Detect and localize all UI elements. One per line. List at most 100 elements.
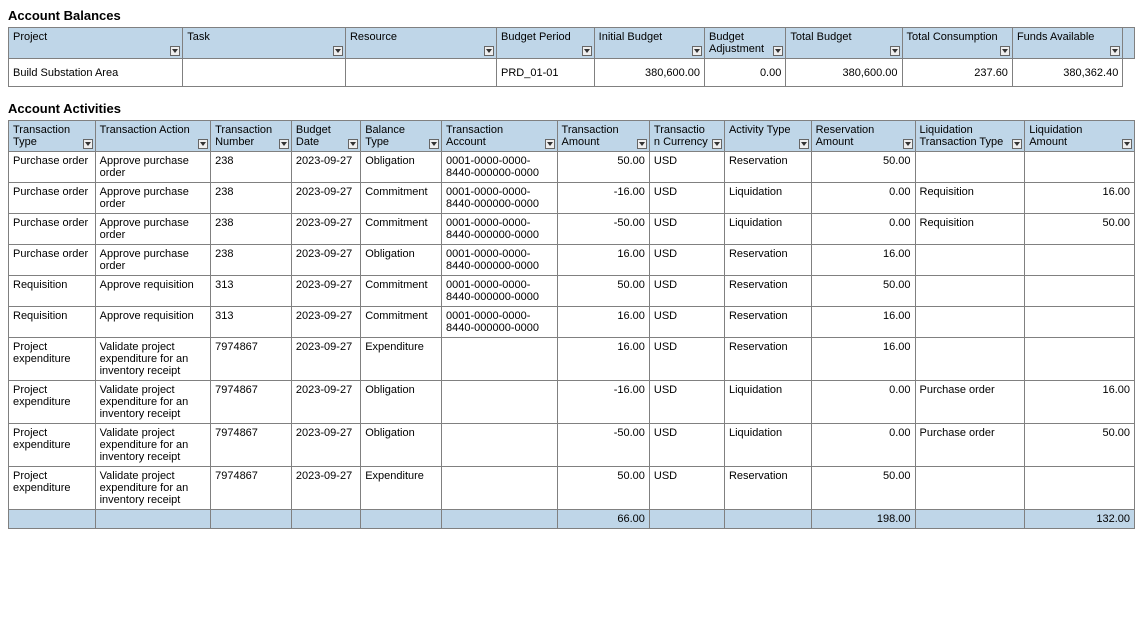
cell-balance-type: Expenditure [361, 338, 442, 381]
cell-total-budget: 380,600.00 [786, 59, 902, 87]
col-initial-budget-label: Initial Budget [599, 31, 663, 43]
col-total-consumption[interactable]: Total Consumption [902, 28, 1012, 59]
col-txn-number[interactable]: Transaction Number [211, 121, 292, 152]
col-budget-adjustment[interactable]: Budget Adjustment [705, 28, 786, 59]
chevron-down-icon[interactable] [1122, 139, 1132, 149]
col-txn-amount[interactable]: Transaction Amount [557, 121, 649, 152]
cell-txn-currency: USD [649, 152, 724, 183]
table-row: Project expenditureValidate project expe… [9, 381, 1135, 424]
cell-txn-type: Purchase order [9, 245, 96, 276]
cell-txn-number: 238 [211, 183, 292, 214]
table-row: Project expenditureValidate project expe… [9, 424, 1135, 467]
cell-liq-txn-type: Requisition [915, 183, 1025, 214]
chevron-down-icon[interactable] [773, 46, 783, 56]
cell-liq-txn-type: Purchase order [915, 424, 1025, 467]
cell-txn-number: 313 [211, 307, 292, 338]
col-txn-account[interactable]: Transaction Account [442, 121, 557, 152]
cell-txn-action: Approve purchase order [95, 245, 210, 276]
totals-res-amount: 198.00 [811, 510, 915, 529]
cell-res-amount: 50.00 [811, 467, 915, 510]
cell-txn-currency: USD [649, 338, 724, 381]
table-row: Purchase orderApprove purchase order2382… [9, 183, 1135, 214]
cell-liq-txn-type [915, 307, 1025, 338]
chevron-down-icon[interactable] [83, 139, 93, 149]
chevron-down-icon[interactable] [198, 139, 208, 149]
cell-balance-type: Obligation [361, 381, 442, 424]
chevron-down-icon[interactable] [1110, 46, 1120, 56]
cell-txn-type: Purchase order [9, 214, 96, 245]
chevron-down-icon[interactable] [692, 46, 702, 56]
cell-liq-amount [1025, 276, 1135, 307]
cell-activity-type: Liquidation [724, 214, 811, 245]
chevron-down-icon[interactable] [890, 46, 900, 56]
chevron-down-icon[interactable] [429, 139, 439, 149]
cell-txn-account [442, 467, 557, 510]
col-project[interactable]: Project [9, 28, 183, 59]
chevron-down-icon[interactable] [637, 139, 647, 149]
col-budget-period[interactable]: Budget Period [497, 28, 595, 59]
chevron-down-icon[interactable] [712, 139, 722, 149]
cell-activity-type: Reservation [724, 307, 811, 338]
cell-activity-type: Reservation [724, 276, 811, 307]
chevron-down-icon[interactable] [1012, 139, 1022, 149]
cell-txn-account: 0001-0000-0000-8440-000000-0000 [442, 183, 557, 214]
cell-liq-amount [1025, 245, 1135, 276]
cell-budget-date: 2023-09-27 [291, 467, 360, 510]
cell-txn-currency: USD [649, 467, 724, 510]
cell-liq-txn-type [915, 245, 1025, 276]
cell-budget-date: 2023-09-27 [291, 214, 360, 245]
col-funds-available-label: Funds Available [1017, 31, 1094, 43]
col-total-budget[interactable]: Total Budget [786, 28, 902, 59]
col-txn-type[interactable]: Transaction Type [9, 121, 96, 152]
col-budget-date[interactable]: Budget Date [291, 121, 360, 152]
cell-budget-date: 2023-09-27 [291, 276, 360, 307]
col-resource[interactable]: Resource [345, 28, 496, 59]
table-row: Purchase orderApprove purchase order2382… [9, 245, 1135, 276]
cell-res-amount: 0.00 [811, 214, 915, 245]
table-row: Purchase orderApprove purchase order2382… [9, 152, 1135, 183]
col-task-label: Task [187, 31, 210, 43]
chevron-down-icon[interactable] [333, 46, 343, 56]
col-txn-action[interactable]: Transaction Action [95, 121, 210, 152]
col-txn-currency[interactable]: Transaction Currency [649, 121, 724, 152]
chevron-down-icon[interactable] [903, 139, 913, 149]
table-row: Project expenditureValidate project expe… [9, 338, 1135, 381]
col-activity-type[interactable]: Activity Type [724, 121, 811, 152]
chevron-down-icon[interactable] [1000, 46, 1010, 56]
chevron-down-icon[interactable] [170, 46, 180, 56]
col-res-amount[interactable]: Reservation Amount [811, 121, 915, 152]
cell-txn-account [442, 338, 557, 381]
totals-blank [361, 510, 442, 529]
cell-txn-account: 0001-0000-0000-8440-000000-0000 [442, 276, 557, 307]
chevron-down-icon[interactable] [545, 139, 555, 149]
cell-liq-amount: 50.00 [1025, 424, 1135, 467]
cell-activity-type: Reservation [724, 338, 811, 381]
chevron-down-icon[interactable] [279, 139, 289, 149]
cell-txn-account [442, 424, 557, 467]
cell-res-amount: 50.00 [811, 276, 915, 307]
cell-txn-currency: USD [649, 245, 724, 276]
cell-liq-amount [1025, 338, 1135, 381]
col-funds-available[interactable]: Funds Available [1012, 28, 1122, 59]
cell-txn-amount: 16.00 [557, 307, 649, 338]
cell-txn-action: Approve requisition [95, 307, 210, 338]
cell-liq-amount [1025, 467, 1135, 510]
cell-txn-account [442, 381, 557, 424]
chevron-down-icon[interactable] [484, 46, 494, 56]
cell-txn-type: Project expenditure [9, 467, 96, 510]
col-initial-budget[interactable]: Initial Budget [594, 28, 704, 59]
table-row: RequisitionApprove requisition3132023-09… [9, 307, 1135, 338]
cell-txn-amount: 16.00 [557, 338, 649, 381]
col-balance-type[interactable]: Balance Type [361, 121, 442, 152]
cell-balance-type: Obligation [361, 245, 442, 276]
chevron-down-icon[interactable] [582, 46, 592, 56]
chevron-down-icon[interactable] [799, 139, 809, 149]
col-liq-txn-type[interactable]: Liquidation Transaction Type [915, 121, 1025, 152]
cell-txn-type: Project expenditure [9, 381, 96, 424]
totals-blank [291, 510, 360, 529]
chevron-down-icon[interactable] [348, 139, 358, 149]
cell-res-amount: 50.00 [811, 152, 915, 183]
col-liq-amount[interactable]: Liquidation Amount [1025, 121, 1135, 152]
col-task[interactable]: Task [183, 28, 346, 59]
cell-txn-action: Validate project expenditure for an inve… [95, 467, 210, 510]
